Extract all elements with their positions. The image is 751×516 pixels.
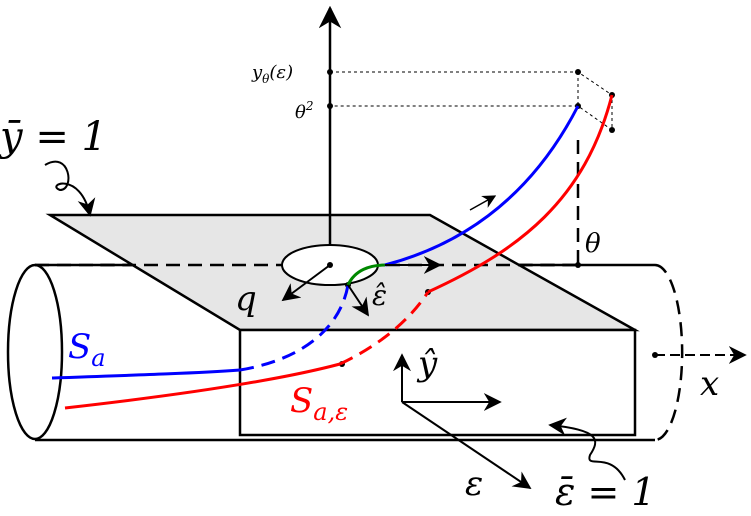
q-arrow	[281, 264, 331, 302]
blue-curve-hidden	[239, 284, 350, 372]
label: q	[235, 279, 257, 319]
eps-arrow	[401, 401, 532, 490]
label: yθ(ε)	[251, 62, 293, 86]
label: ε̂	[372, 279, 387, 312]
cylinder-far-end	[654, 263, 684, 442]
red-curve	[64, 362, 341, 410]
blue-curve-upper	[384, 105, 580, 267]
label: ε	[465, 464, 483, 504]
eps-hat-arrow	[347, 284, 369, 317]
label: Sa	[68, 327, 106, 372]
label: ȳ = 1	[0, 114, 107, 160]
label: x	[700, 364, 719, 404]
blue-curve	[51, 368, 241, 380]
guides	[330, 71, 613, 131]
flow-arrow	[469, 195, 497, 211]
red-curve-upper	[427, 94, 614, 294]
label: ε̄ = 1	[555, 470, 656, 514]
label: θ	[585, 229, 601, 259]
labels: ȳ = 1 yθ(ε) θ2 θ q ε̂ Sa Sa,ε ŷ x ε ε̄ =…	[0, 62, 719, 514]
eps-bar-pointer	[548, 417, 626, 481]
label: Sa,ε	[290, 381, 348, 426]
label: θ2	[295, 99, 313, 123]
red-curve-hidden	[339, 291, 430, 366]
y-bar-pointer	[44, 160, 96, 217]
label: ŷ	[416, 344, 438, 384]
green-curve	[346, 263, 386, 286]
cylinder-end	[6, 263, 64, 441]
drawing	[6, 5, 747, 490]
